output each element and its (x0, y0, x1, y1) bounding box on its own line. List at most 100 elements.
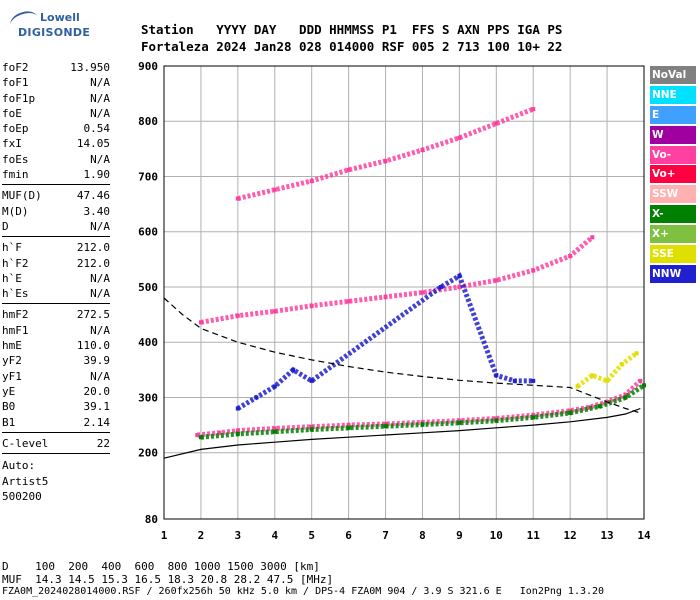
echo-point (634, 351, 639, 356)
echo-trace (236, 272, 534, 411)
profile-curve-solid (163, 407, 641, 459)
echo-point (420, 422, 425, 427)
x-tick-label: 7 (382, 529, 389, 542)
echo-point (272, 384, 277, 389)
echo-point (457, 273, 462, 278)
param-value: N/A (90, 271, 110, 285)
echo-point (457, 418, 462, 423)
param-name: h`F (2, 241, 22, 255)
echo-point (638, 378, 643, 383)
param-value: N/A (90, 287, 110, 301)
x-tick-label: 10 (490, 529, 503, 542)
param-name: foEs (2, 152, 29, 166)
param-value: 2.14 (83, 415, 111, 429)
param-value: 13.950 (70, 61, 110, 74)
param-value: 212.0 (76, 256, 110, 270)
echo-point (235, 428, 240, 433)
station-header: Station YYYY DAY DDD HHMMSS P1 FFS S AXN… (141, 21, 562, 55)
file-info: FZA0M_2024028014000.RSF / 260fx256h 50 k… (2, 586, 605, 597)
autoscaling-info: Auto: Artist5 500200 (2, 458, 110, 505)
param-value: 22 (96, 436, 110, 450)
param-divider (2, 303, 110, 305)
param-divider (2, 236, 110, 238)
echo-trace (576, 351, 639, 389)
param-value: N/A (90, 91, 110, 105)
echo-point (590, 235, 595, 240)
header-labels: Station YYYY DAY DDD HHMMSS P1 FFS S AXN… (141, 22, 563, 37)
legend-item: SSW (650, 185, 696, 204)
param-value: 272.5 (76, 308, 110, 322)
echo-trace (196, 379, 643, 438)
param-row: yF1 N/A (2, 369, 110, 384)
echo-point (272, 426, 277, 431)
echo-point (383, 159, 388, 164)
param-name: C-level (2, 436, 49, 450)
echo-point (531, 415, 536, 420)
param-row: fmin 1.90 (2, 167, 110, 182)
echo-point (575, 384, 580, 389)
echo-point (494, 373, 499, 378)
echo-point (512, 378, 517, 383)
param-value: 0.54 (83, 122, 111, 136)
polarization-legend: NoVal NNE E W Vo- Vo+ SSW X- X+ SSE NNW (650, 66, 696, 285)
echo-point (309, 427, 314, 432)
x-tick-label: 5 (308, 529, 315, 542)
y-tick-label: 900 (138, 60, 158, 73)
x-tick-label: 1 (161, 529, 168, 542)
x-tick-label: 12 (564, 529, 577, 542)
param-row: MUF(D) 47.46 (2, 188, 110, 203)
x-tick-label: 2 (198, 529, 205, 542)
param-value: 39.9 (83, 354, 111, 368)
echo-point (309, 424, 314, 429)
param-value: 212.0 (76, 241, 110, 255)
x-tick-label: 8 (419, 529, 426, 542)
auto-artist: Artist5 (2, 474, 49, 488)
echo-point (531, 268, 536, 273)
param-name: fmin (2, 168, 29, 182)
legend-item: Vo- (650, 145, 696, 164)
param-row: yE 20.0 (2, 384, 110, 399)
echo-point (420, 147, 425, 152)
param-row: hmF2 272.5 (2, 307, 110, 322)
logo-bottom-text: DIGISONDE (18, 26, 91, 39)
param-value: 110.0 (76, 339, 110, 353)
echo-point (235, 431, 240, 436)
echo-point (623, 395, 628, 400)
echo-point (642, 383, 646, 388)
param-value: N/A (90, 152, 110, 166)
plot-frame (163, 65, 645, 520)
param-name: yF2 (2, 354, 22, 368)
y-tick-label: 200 (138, 447, 158, 460)
param-value: 14.05 (76, 137, 110, 151)
param-name: foEp (2, 122, 29, 136)
echo-point (195, 433, 200, 438)
legend-item: E (650, 105, 696, 124)
y-tick-label: 300 (138, 391, 158, 404)
param-value: N/A (90, 323, 110, 337)
x-tick-label: 4 (271, 529, 278, 542)
param-row: B0 39.1 (2, 399, 110, 414)
echo-point (623, 392, 628, 397)
echo-point (438, 284, 443, 289)
echo-point (531, 107, 536, 112)
x-tick-label: 11 (527, 529, 541, 542)
echo-point (457, 284, 462, 289)
echo-point (457, 420, 462, 425)
y-tick-label: 800 (138, 115, 158, 128)
param-value: 39.1 (83, 400, 111, 414)
param-name: yE (2, 384, 16, 398)
param-row: h`E N/A (2, 271, 110, 286)
legend-item: W (650, 125, 696, 144)
param-name: hmE (2, 339, 22, 353)
param-name: h`F2 (2, 256, 29, 270)
echo-point (309, 378, 314, 383)
param-row: fxI 14.05 (2, 136, 110, 151)
echo-point (272, 187, 277, 192)
param-name: h`E (2, 271, 22, 285)
params-group-3: h`F 212.0 h`F2 212.0 h`E N/A h`Es N/A (2, 240, 110, 301)
echo-trace (200, 235, 594, 325)
param-name: fxI (2, 137, 22, 151)
params-group-5: C-level 22 (2, 436, 110, 451)
param-row: foF2 13.950 (2, 60, 110, 75)
param-name: hmF1 (2, 323, 29, 337)
